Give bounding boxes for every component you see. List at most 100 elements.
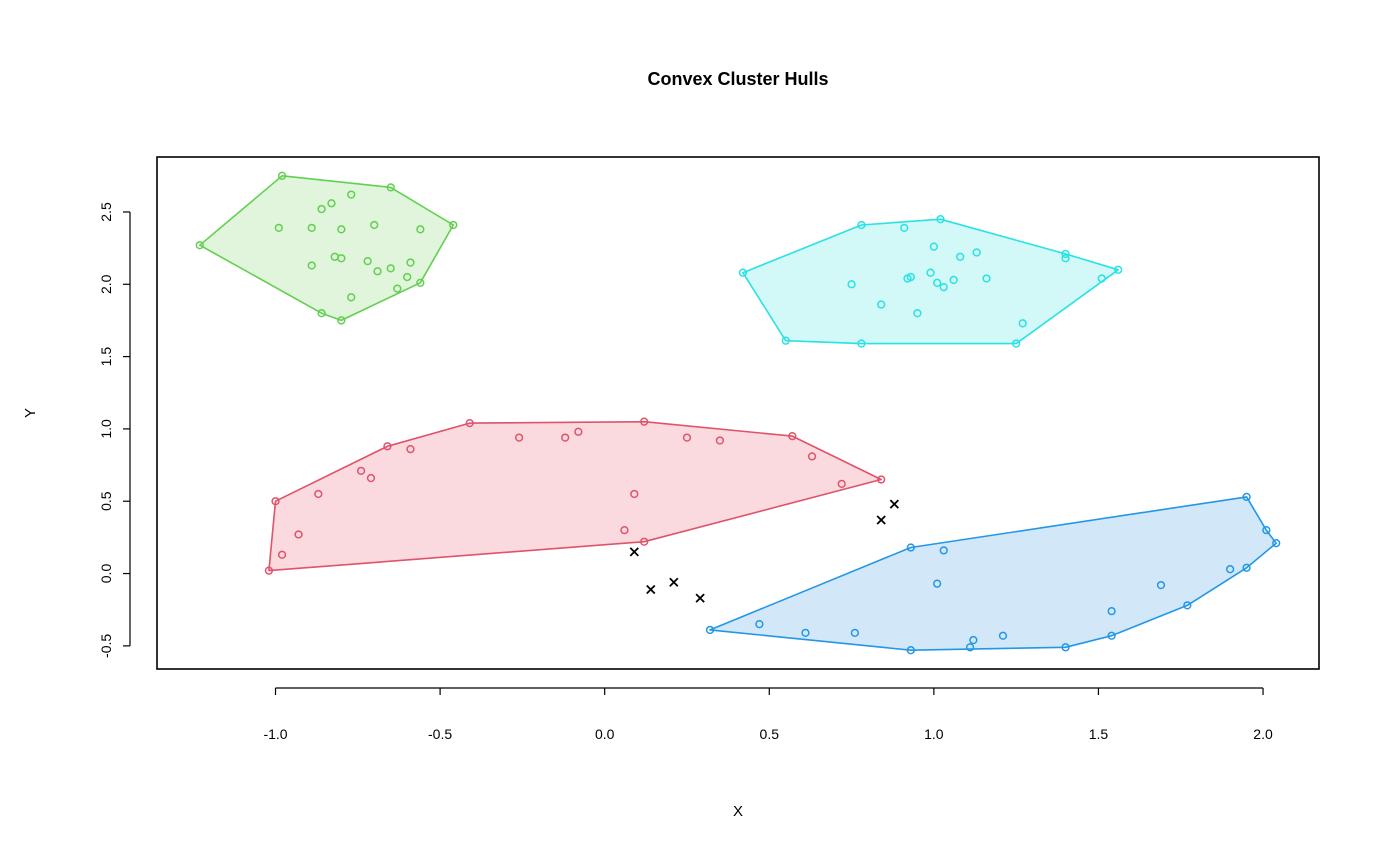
cluster-3-point [807, 452, 817, 461]
cluster-1-point [449, 220, 458, 230]
cluster-2-point [926, 268, 935, 277]
cluster-3-point [465, 418, 474, 428]
cluster-4-point [933, 579, 942, 588]
outlier-point [695, 593, 705, 603]
outlier-point [669, 577, 679, 587]
cluster-hull-2 [742, 218, 1119, 345]
cluster-1-point [416, 278, 425, 287]
x-axis: -1.0 -0.5 0.0 0.5 1.0 1.5 2.0 [263, 687, 1273, 742]
cross-stroke [889, 499, 899, 509]
cluster-2-point [1012, 339, 1021, 348]
cluster-3-point [788, 431, 797, 441]
cluster-2-point [903, 274, 912, 283]
cluster-3-point [630, 489, 639, 499]
cluster-hull-1 [199, 175, 455, 322]
cluster-hull-3 [268, 420, 883, 572]
cluster-4-point [969, 635, 978, 645]
cluster-1-point [370, 220, 379, 230]
cluster-2-point [956, 252, 965, 261]
cluster-3-point [682, 433, 692, 442]
cluster-4-point [1107, 631, 1116, 640]
cluster-2-point [913, 309, 922, 318]
y-axis-label: Y [22, 408, 39, 418]
cluster-1-point [195, 241, 204, 250]
cluster-3-point [514, 433, 524, 442]
y-tick-label: 1.5 [98, 347, 114, 367]
cluster-4-point [998, 631, 1008, 640]
x-tick-label: 0.0 [595, 726, 615, 742]
cluster-3-point [715, 436, 725, 445]
cluster-4-point [705, 625, 715, 635]
x-axis-label: X [733, 803, 743, 820]
cluster-4-point [1242, 492, 1251, 502]
x-tick-label: -0.5 [428, 726, 452, 742]
cluster-3-point [271, 497, 280, 506]
cluster-1-point [307, 261, 316, 270]
cross-stroke [629, 547, 639, 557]
chart-title: Convex Cluster Hulls [647, 69, 828, 89]
cross-stroke [646, 584, 656, 595]
cluster-3-point [314, 489, 323, 499]
cluster-4-point [1225, 565, 1235, 574]
y-axis: -0.5 0.0 0.5 1.0 1.5 2.0 2.5 [98, 202, 131, 658]
cluster-2-point [1061, 249, 1070, 259]
point-layer [195, 171, 1281, 655]
cluster-3-point [877, 475, 886, 484]
plot-frame [156, 156, 1320, 670]
cluster-1-point [406, 258, 415, 267]
cluster-2-point [1018, 319, 1027, 328]
cluster-4-point [1272, 539, 1281, 548]
cluster-3-point [561, 433, 570, 442]
cluster-4-point [906, 543, 915, 552]
cluster-1-point [363, 256, 372, 266]
cluster-2-point [847, 280, 856, 289]
cluster-4-point [1183, 601, 1192, 610]
cluster-1-point [416, 225, 425, 234]
cluster-3-point [366, 473, 376, 483]
outlier-point [629, 547, 639, 557]
cluster-hull-4 [709, 496, 1277, 652]
cluster-2-point [1114, 265, 1123, 274]
y-tick-label: 2.5 [98, 202, 114, 222]
cluster-3-point [837, 479, 846, 489]
cluster-3-point [356, 466, 366, 476]
cluster-2-point [949, 275, 958, 285]
cluster-1-point [337, 316, 346, 325]
x-tick-label: 0.5 [760, 726, 780, 742]
cluster-4-point [1242, 563, 1251, 572]
cluster-1-point [307, 223, 316, 233]
cluster-4-point [850, 628, 860, 637]
cluster-2-point [1097, 274, 1106, 283]
cluster-3-point [640, 537, 649, 546]
cluster-2-point [857, 339, 866, 348]
outlier-point [876, 515, 886, 525]
cluster-2-point [939, 283, 948, 292]
x-tick-label: 1.5 [1089, 726, 1109, 742]
cluster-3-point [406, 445, 415, 454]
cluster-1-point [386, 183, 395, 192]
hull-layer [199, 175, 1277, 652]
cluster-3-point [383, 442, 392, 451]
cluster-4-point [906, 646, 915, 655]
x-tick-label: -1.0 [263, 726, 287, 742]
y-tick-label: 0.5 [98, 491, 114, 511]
cluster-3-point [264, 566, 274, 575]
y-tick-label: 0.0 [98, 564, 114, 584]
cluster-3-point [574, 427, 583, 436]
cluster-4-point [1156, 580, 1166, 590]
y-tick-label: -0.5 [98, 634, 114, 658]
outlier-point [646, 584, 656, 595]
cluster-1-point [274, 223, 283, 233]
cluster-1-point [317, 204, 326, 214]
cluster-1-point [393, 284, 402, 293]
cluster-2-point [936, 215, 945, 224]
y-tick-label: 2.0 [98, 274, 114, 294]
cluster-3-point [640, 417, 649, 426]
x-tick-label: 1.0 [924, 726, 944, 742]
cluster-1-point [403, 272, 412, 282]
cluster-2-point [738, 268, 748, 277]
cluster-3-point [294, 530, 303, 539]
cluster-4-point [1107, 606, 1116, 616]
